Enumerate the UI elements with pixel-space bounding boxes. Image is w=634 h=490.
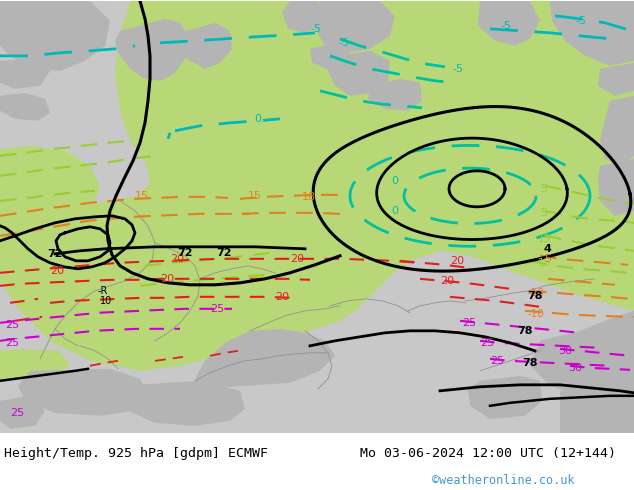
Text: ©weatheronline.co.uk: ©weatheronline.co.uk: [432, 474, 574, 487]
Polygon shape: [600, 96, 634, 166]
Text: 5: 5: [540, 208, 547, 218]
Text: -5: -5: [338, 38, 349, 48]
Polygon shape: [468, 376, 542, 419]
Text: 78: 78: [527, 291, 543, 301]
Text: 72: 72: [48, 249, 63, 259]
Polygon shape: [530, 311, 634, 396]
Text: 25: 25: [480, 338, 494, 348]
Text: -10: -10: [528, 288, 545, 298]
Text: 0: 0: [392, 176, 399, 186]
Polygon shape: [195, 329, 335, 389]
Polygon shape: [598, 63, 634, 96]
Polygon shape: [282, 1, 318, 33]
Text: 30: 30: [568, 363, 582, 373]
Text: -R: -R: [98, 286, 108, 296]
Text: 25: 25: [5, 320, 19, 330]
Text: 25: 25: [5, 338, 19, 348]
Text: 20: 20: [275, 292, 289, 302]
Text: 20: 20: [440, 276, 454, 286]
Text: 20: 20: [50, 266, 64, 276]
Text: 15: 15: [538, 234, 551, 244]
Polygon shape: [0, 396, 45, 429]
Text: 25: 25: [462, 318, 476, 328]
Text: Height/Temp. 925 hPa [gdpm] ECMWF: Height/Temp. 925 hPa [gdpm] ECMWF: [4, 446, 268, 460]
Polygon shape: [0, 1, 110, 71]
Text: 72: 72: [178, 248, 193, 258]
Polygon shape: [550, 1, 634, 66]
Text: 30: 30: [558, 346, 572, 356]
Polygon shape: [165, 23, 232, 69]
Polygon shape: [598, 159, 634, 216]
Polygon shape: [115, 19, 190, 81]
Text: 78: 78: [517, 326, 533, 336]
Polygon shape: [0, 349, 70, 381]
Polygon shape: [0, 146, 100, 231]
Text: 4: 4: [543, 244, 551, 254]
Text: Mo 03-06-2024 12:00 UTC (12+144): Mo 03-06-2024 12:00 UTC (12+144): [360, 446, 616, 460]
Polygon shape: [478, 1, 540, 46]
Text: -5: -5: [500, 21, 511, 31]
Text: 20: 20: [450, 256, 464, 266]
Polygon shape: [315, 1, 395, 53]
Polygon shape: [0, 59, 50, 89]
Text: 25: 25: [490, 356, 504, 366]
Polygon shape: [310, 43, 350, 71]
Polygon shape: [118, 381, 245, 426]
Text: 20: 20: [290, 254, 304, 264]
Text: 20: 20: [170, 254, 184, 264]
Polygon shape: [560, 376, 634, 433]
Text: 20: 20: [160, 274, 174, 284]
Text: -5: -5: [452, 64, 463, 74]
Polygon shape: [368, 79, 422, 111]
Text: 15: 15: [135, 191, 149, 201]
Text: 5: 5: [544, 254, 551, 264]
Text: 5: 5: [540, 184, 547, 194]
Text: 10: 10: [100, 296, 112, 306]
Text: -10: -10: [528, 309, 545, 319]
Text: 72: 72: [216, 248, 232, 258]
Polygon shape: [18, 369, 148, 416]
Text: -5: -5: [310, 24, 321, 34]
Text: 18: 18: [302, 192, 316, 202]
Text: 15: 15: [538, 258, 551, 268]
Text: 25: 25: [10, 408, 24, 418]
Text: 0: 0: [254, 114, 261, 124]
Polygon shape: [328, 51, 390, 96]
Text: 15: 15: [248, 191, 262, 201]
Text: 78: 78: [522, 358, 538, 368]
Text: -5: -5: [575, 16, 586, 26]
Polygon shape: [0, 1, 634, 371]
Text: 25: 25: [210, 304, 224, 314]
Polygon shape: [0, 93, 50, 121]
Text: 0: 0: [392, 206, 399, 216]
